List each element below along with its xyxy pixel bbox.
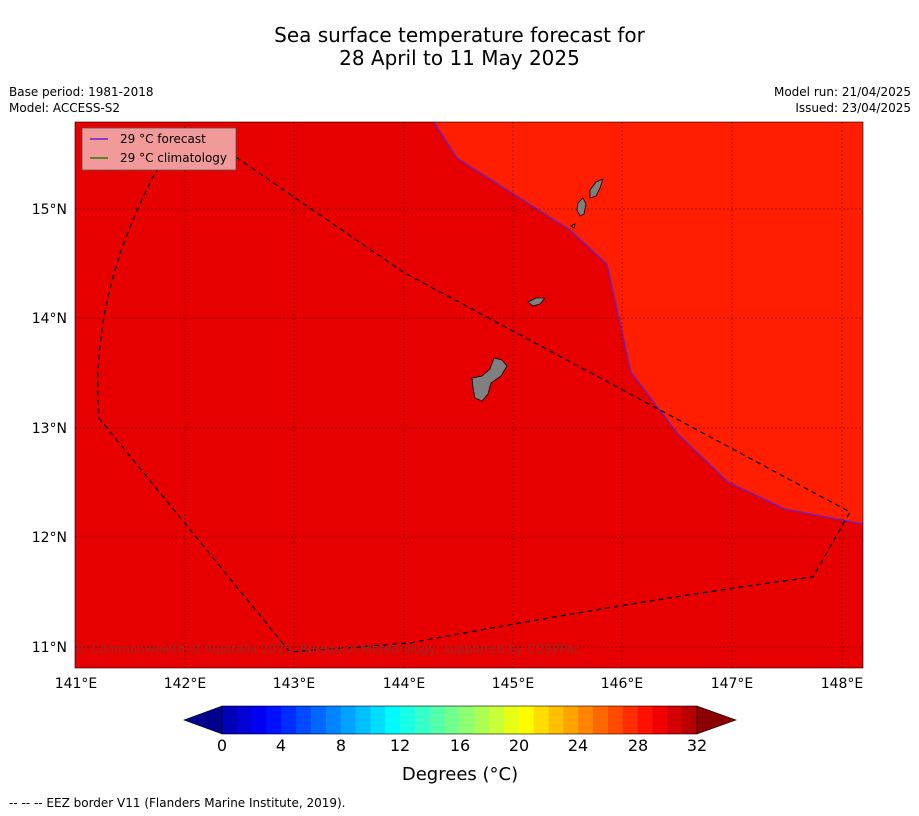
colorbar-cell [518, 706, 535, 734]
colorbar-cell [325, 706, 342, 734]
colorbar-cell [340, 706, 357, 734]
colorbar-cell [222, 706, 238, 734]
colorbar-cell [444, 706, 460, 734]
colorbar-cell [667, 706, 683, 734]
colorbar-cell [563, 706, 579, 734]
colorbar-cell [578, 706, 594, 734]
lon-tick-label: 143°E [273, 676, 316, 692]
colorbar-cell [400, 706, 416, 734]
colorbar-cell [489, 706, 505, 734]
island-rota [527, 297, 546, 307]
lat-tick-label: 13°N [32, 421, 67, 437]
lat-tick-label: 14°N [32, 311, 67, 327]
forecast-isotherm-29c [433, 121, 864, 525]
lon-tick-label: 145°E [492, 676, 535, 692]
colorbar-cell [266, 706, 282, 734]
lat-tick-label: 15°N [32, 202, 67, 218]
map-panel: 29 °C forecast 29 °C climatology © Commo… [74, 121, 864, 669]
colorbar-cell [637, 706, 653, 734]
colorbar-tick: 0 [217, 736, 227, 755]
issued-date: Issued: 23/04/2025 [795, 101, 911, 115]
copyright-notice: © Commonwealth of Australia 2025, Bureau… [75, 642, 580, 656]
lon-tick-label: 147°E [711, 676, 754, 692]
colorbar-cell [593, 706, 609, 734]
colorbar-cell [236, 706, 253, 734]
colorbar-tick: 12 [390, 736, 410, 755]
colorbar-cell [682, 706, 698, 734]
colorbar-label: Degrees (°C) [402, 764, 518, 785]
lat-tick-label: 12°N [32, 530, 67, 546]
legend-climatology-label: 29 °C climatology [120, 151, 227, 165]
colorbar-cell [652, 706, 668, 734]
model-name: Model: ACCESS-S2 [9, 101, 121, 115]
base-period: Base period: 1981-2018 [9, 85, 154, 99]
eez-border [97, 141, 851, 653]
colorbar-high-extend [696, 705, 737, 735]
colorbar-cell [311, 706, 327, 734]
lon-tick-label: 144°E [383, 676, 426, 692]
colorbar-tick: 8 [336, 736, 346, 755]
colorbar-cell [414, 706, 431, 734]
model-run: Model run: 21/04/2025 [773, 85, 911, 99]
island-aguijan [570, 223, 576, 229]
colorbar-cell [622, 706, 639, 734]
map-title-line1: Sea surface temperature forecast for [274, 23, 645, 47]
colorbar-cell [533, 706, 550, 734]
lon-tick-labels: 141°E 142°E 143°E 144°E 145°E 146°E 147°… [55, 676, 864, 692]
colorbar-cell [607, 706, 624, 734]
lat-tick-label: 11°N [32, 640, 67, 656]
lat-tick-labels: 15°N 14°N 13°N 12°N 11°N [32, 202, 67, 656]
islands [471, 178, 604, 402]
colorbar-tick: 20 [509, 736, 529, 755]
colorbar-cell [370, 706, 386, 734]
colorbar-cell [296, 706, 312, 734]
colorbar-tick: 28 [628, 736, 648, 755]
colorbar-cell [504, 706, 520, 734]
colorbar-cell [385, 706, 401, 734]
island-guam [471, 357, 508, 402]
colorbar-cell [355, 706, 371, 734]
lon-tick-label: 146°E [601, 676, 644, 692]
lon-tick-label: 141°E [55, 676, 98, 692]
sst-region-b [434, 122, 863, 524]
lon-tick-label: 142°E [164, 676, 207, 692]
colorbar: 0 4 8 12 16 20 24 28 32 Degrees (°C) [183, 705, 737, 785]
eez-source-note: -- -- -- EEZ border V11 (Flanders Marine… [9, 796, 346, 810]
colorbar-low-extend [183, 705, 223, 735]
colorbar-tick: 16 [450, 736, 470, 755]
colorbar-tick: 4 [276, 736, 286, 755]
colorbar-tick: 24 [568, 736, 588, 755]
lon-tick-label: 148°E [821, 676, 864, 692]
colorbar-cell [459, 706, 475, 734]
island-saipan [589, 178, 604, 199]
colorbar-cell [429, 706, 446, 734]
colorbar-cell [474, 706, 490, 734]
colorbar-cell [548, 706, 564, 734]
map-title-line2: 28 April to 11 May 2025 [339, 46, 580, 70]
colorbar-cell [281, 706, 297, 734]
island-tinian [576, 197, 587, 217]
map-legend: 29 °C forecast 29 °C climatology [81, 127, 237, 171]
colorbar-tick: 32 [687, 736, 707, 755]
legend-forecast-label: 29 °C forecast [120, 132, 206, 146]
colorbar-cell [251, 706, 268, 734]
graticule [75, 122, 863, 668]
